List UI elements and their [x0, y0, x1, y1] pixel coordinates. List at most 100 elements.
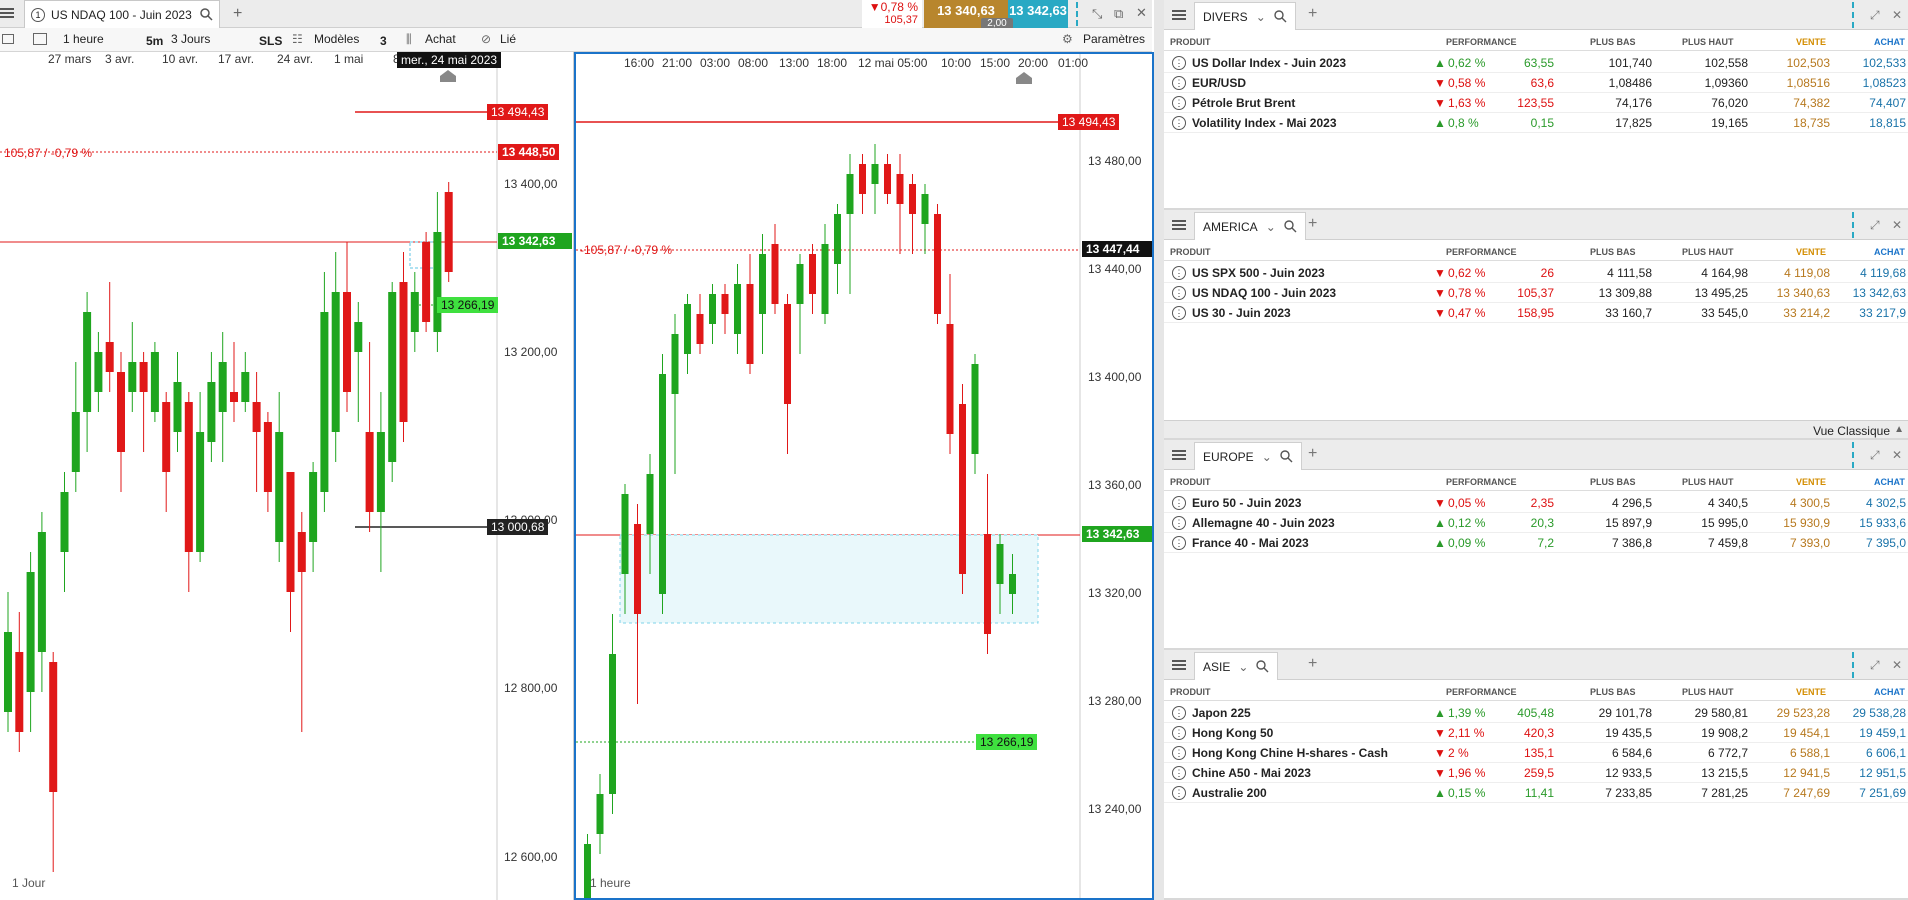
col-vente[interactable]: VENTE [1796, 477, 1827, 487]
panel-tab-asie[interactable]: ASIE ⌄ [1194, 652, 1279, 680]
zoom-icon[interactable] [1280, 450, 1293, 463]
info-icon[interactable]: ⋮ [1172, 266, 1186, 280]
sell-value[interactable]: 102,503 [1786, 56, 1830, 70]
close-icon[interactable]: ✕ [1892, 218, 1903, 232]
list-item[interactable]: ⋮ Euro 50 - Juin 2023 ▼ 0,05 % 2,35 4 29… [1164, 493, 1908, 513]
sell-value[interactable]: 4 300,5 [1789, 496, 1830, 510]
info-icon[interactable]: ⋮ [1172, 56, 1186, 70]
sell-value[interactable]: 19 454,1 [1783, 726, 1830, 740]
add-tab-icon[interactable]: + [233, 5, 243, 22]
settings-button[interactable]: Paramètres [1083, 32, 1146, 46]
buy-toolbar-button[interactable]: Achat [425, 32, 456, 46]
col-plus-haut[interactable]: PLUS HAUT [1682, 37, 1734, 47]
panel-tab-america[interactable]: AMERICA ⌄ [1194, 212, 1306, 240]
col-produit[interactable]: PRODUIT [1170, 687, 1211, 697]
col-achat[interactable]: ACHAT [1874, 687, 1905, 697]
sell-value[interactable]: 7 393,0 [1789, 536, 1830, 550]
close-icon[interactable]: ✕ [1892, 658, 1903, 672]
info-icon[interactable]: ⋮ [1172, 496, 1186, 510]
panel-menu-icon[interactable] [1172, 10, 1186, 20]
add-panel-icon[interactable]: + [1308, 215, 1318, 232]
sell-value[interactable]: 18,735 [1793, 116, 1830, 130]
buy-value[interactable]: 18,815 [1869, 116, 1906, 130]
col-performance[interactable]: PERFORMANCE [1446, 37, 1517, 47]
list-item[interactable]: ⋮ Allemagne 40 - Juin 2023 ▲ 0,12 % 20,3… [1164, 513, 1908, 533]
drag-handle-icon[interactable] [1852, 442, 1860, 468]
product-name[interactable]: Pétrole Brut Brent [1192, 96, 1296, 110]
popout-icon[interactable]: ⤢ [1870, 658, 1880, 672]
list-item[interactable]: ⋮ US NDAQ 100 - Juin 2023 ▼ 0,78 % 105,3… [1164, 283, 1908, 303]
list-item[interactable]: ⋮ US Dollar Index - Juin 2023 ▲ 0,62 % 6… [1164, 53, 1908, 73]
col-vente[interactable]: VENTE [1796, 687, 1827, 697]
info-icon[interactable]: ⋮ [1172, 76, 1186, 90]
product-name[interactable]: US SPX 500 - Juin 2023 [1192, 266, 1325, 280]
product-name[interactable]: EUR/USD [1192, 76, 1247, 90]
sell-value[interactable]: 7 247,69 [1783, 786, 1830, 800]
col-achat[interactable]: ACHAT [1874, 247, 1905, 257]
product-name[interactable]: Allemagne 40 - Juin 2023 [1192, 516, 1335, 530]
list-item[interactable]: ⋮ US 30 - Juin 2023 ▼ 0,47 % 158,95 33 1… [1164, 303, 1908, 323]
popout-icon[interactable]: ⤢ [1870, 8, 1880, 22]
chevron-down-icon[interactable]: ⌄ [1265, 219, 1276, 234]
product-name[interactable]: US 30 - Juin 2023 [1192, 306, 1291, 320]
info-icon[interactable]: ⋮ [1172, 116, 1186, 130]
list-item[interactable]: ⋮ Volatility Index - Mai 2023 ▲ 0,8 % 0,… [1164, 113, 1908, 133]
list-item[interactable]: ⋮ EUR/USD ▼ 0,58 % 63,6 1,08486 1,09360 … [1164, 73, 1908, 93]
list-item[interactable]: ⋮ Hong Kong 50 ▼ 2,11 % 420,3 19 435,5 1… [1164, 723, 1908, 743]
col-plus-haut[interactable]: PLUS HAUT [1682, 477, 1734, 487]
product-name[interactable]: Volatility Index - Mai 2023 [1192, 116, 1337, 130]
product-name[interactable]: US NDAQ 100 - Juin 2023 [1192, 286, 1337, 300]
col-produit[interactable]: PRODUIT [1170, 477, 1211, 487]
buy-value[interactable]: 4 302,5 [1865, 496, 1906, 510]
info-icon[interactable]: ⋮ [1172, 746, 1186, 760]
sell-value[interactable]: 4 119,08 [1784, 266, 1830, 280]
chevron-down-icon[interactable]: ⌄ [1255, 9, 1266, 24]
panel-menu-icon[interactable] [1172, 220, 1186, 230]
sell-price-button[interactable]: 13 340,63 [924, 0, 1008, 28]
sell-value[interactable]: 15 930,9 [1783, 516, 1830, 530]
sell-value[interactable]: 13 340,63 [1776, 286, 1830, 300]
col-performance[interactable]: PERFORMANCE [1446, 477, 1517, 487]
buy-value[interactable]: 102,533 [1862, 56, 1906, 70]
info-icon[interactable]: ⋮ [1172, 306, 1186, 320]
list-item[interactable]: ⋮ Hong Kong Chine H-shares - Cash ▼ 2 % … [1164, 743, 1908, 763]
info-icon[interactable]: ⋮ [1172, 536, 1186, 550]
panel-tab-europe[interactable]: EUROPE ⌄ [1194, 442, 1302, 470]
sls-badge[interactable]: SLS [259, 34, 283, 48]
panel-splitter[interactable] [1154, 0, 1164, 900]
classic-view-button[interactable]: Vue Classique [1813, 424, 1890, 438]
popout-icon[interactable]: ⤢ [1870, 218, 1880, 232]
product-name[interactable]: Hong Kong Chine H-shares - Cash [1192, 746, 1389, 760]
product-name[interactable]: France 40 - Mai 2023 [1192, 536, 1309, 550]
interval-select[interactable]: 1 heure [63, 32, 104, 46]
buy-value[interactable]: 7 395,0 [1865, 536, 1906, 550]
drag-handle-icon[interactable] [1852, 212, 1860, 238]
col-plus-haut[interactable]: PLUS HAUT [1682, 687, 1734, 697]
col-achat[interactable]: ACHAT [1874, 477, 1905, 487]
col-achat[interactable]: ACHAT [1874, 37, 1905, 47]
list-item[interactable]: ⋮ Japon 225 ▲ 1,39 % 405,48 29 101,78 29… [1164, 703, 1908, 723]
buy-price-button[interactable]: 13 342,63 [1008, 0, 1068, 28]
info-icon[interactable]: ⋮ [1172, 766, 1186, 780]
col-produit[interactable]: PRODUIT [1170, 247, 1211, 257]
col-plus-bas[interactable]: PLUS BAS [1590, 477, 1636, 487]
list-item[interactable]: ⋮ Chine A50 - Mai 2023 ▼ 1,96 % 259,5 12… [1164, 763, 1908, 783]
buy-value[interactable]: 7 251,69 [1859, 786, 1906, 800]
zoom-icon[interactable] [1284, 220, 1297, 233]
buy-value[interactable]: 4 119,68 [1860, 266, 1906, 280]
col-performance[interactable]: PERFORMANCE [1446, 247, 1517, 257]
list-item[interactable]: ⋮ France 40 - Mai 2023 ▲ 0,09 % 7,2 7 38… [1164, 533, 1908, 553]
info-icon[interactable]: ⋮ [1172, 706, 1186, 720]
panel-menu-icon[interactable] [1172, 660, 1186, 670]
sell-value[interactable]: 33 214,2 [1783, 306, 1830, 320]
product-name[interactable]: Hong Kong 50 [1192, 726, 1274, 740]
product-name[interactable]: Chine A50 - Mai 2023 [1192, 766, 1311, 780]
sell-value[interactable]: 6 588,1 [1789, 746, 1830, 760]
drag-handle-icon[interactable] [1852, 652, 1860, 678]
collapse-icon[interactable]: ⤡ [1092, 6, 1103, 21]
daily-chart[interactable]: 27 mars 3 avr. 10 avr. 17 avr. 24 avr. 1 mai 8… [0, 52, 574, 900]
zoom-icon[interactable] [1256, 660, 1269, 673]
zoom-icon[interactable] [1274, 10, 1287, 23]
sell-value[interactable]: 1,08516 [1786, 76, 1830, 90]
panel-menu-icon[interactable] [1172, 450, 1186, 460]
